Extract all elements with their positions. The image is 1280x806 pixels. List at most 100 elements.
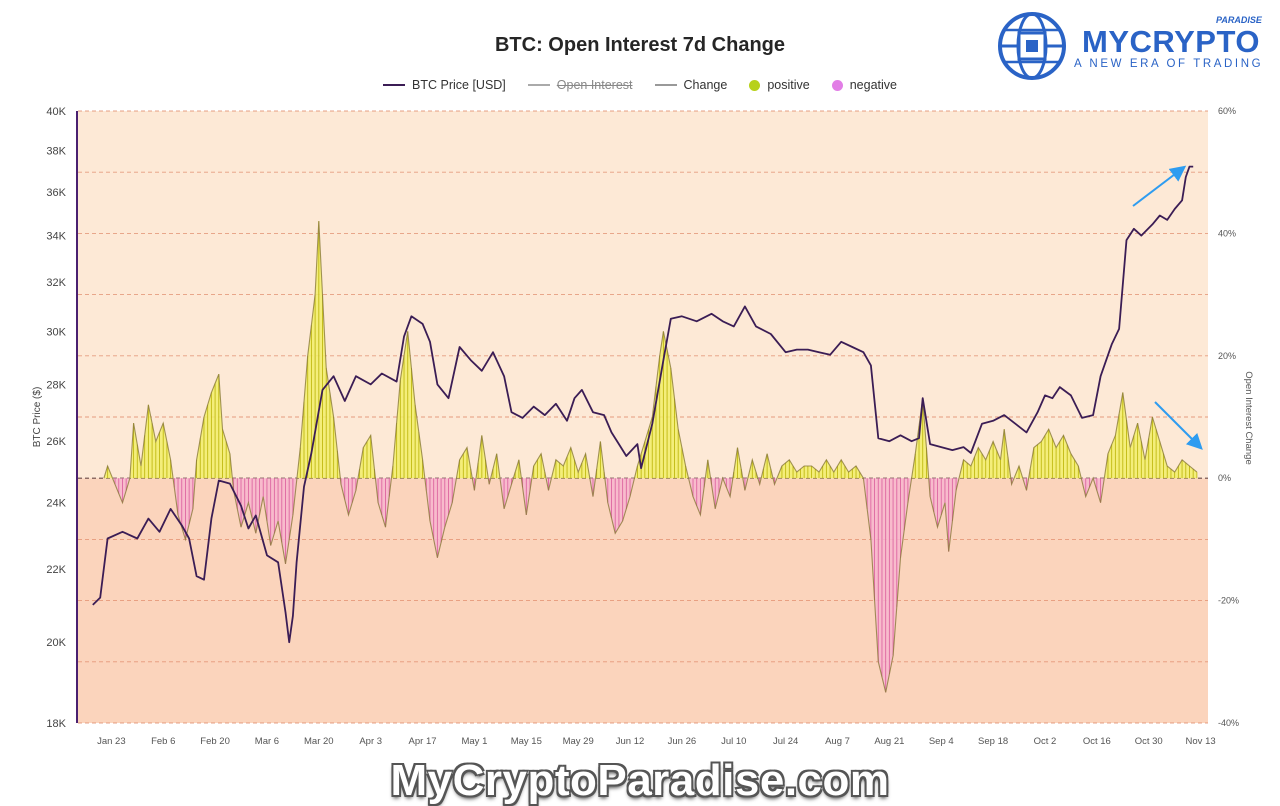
x-tick-label: Aug 21 bbox=[874, 736, 904, 747]
change-area-positive bbox=[959, 429, 1011, 479]
x-tick-label: Mar 20 bbox=[304, 736, 334, 747]
legend-label-price: BTC Price [USD] bbox=[412, 78, 506, 92]
y-right-tick-label: 0% bbox=[1218, 473, 1231, 483]
change-area-negative bbox=[773, 478, 777, 485]
y-right-tick-label: -20% bbox=[1218, 596, 1239, 606]
grid-lines bbox=[78, 110, 1208, 724]
y-left-tick-label: 30K bbox=[46, 326, 66, 338]
y-right-axis-label: Open Interest Change bbox=[1243, 371, 1254, 464]
change-area-negative bbox=[173, 478, 196, 540]
change-area-negative bbox=[112, 478, 130, 503]
x-tick-label: May 1 bbox=[461, 736, 487, 747]
series-lines bbox=[92, 165, 1198, 693]
change-area-negative bbox=[928, 478, 959, 552]
y-right-tick-label: -40% bbox=[1218, 718, 1239, 728]
legend-item-price[interactable]: BTC Price [USD] bbox=[383, 78, 506, 92]
change-area-positive bbox=[761, 453, 773, 479]
change-area-positive bbox=[747, 459, 758, 479]
y-left-tick-label: 34K bbox=[46, 231, 66, 243]
y-right-tick-label: 60% bbox=[1218, 106, 1236, 116]
change-area-positive bbox=[129, 404, 174, 479]
x-tick-label: Feb 20 bbox=[200, 736, 230, 747]
y-left-tick-label: 20K bbox=[46, 637, 66, 649]
x-tick-label: Feb 6 bbox=[151, 736, 175, 747]
change-area-negative bbox=[488, 478, 491, 485]
x-tick-label: Oct 2 bbox=[1034, 736, 1057, 747]
change-area-negative bbox=[424, 478, 457, 558]
change-area-positive bbox=[513, 459, 522, 479]
change-area-positive bbox=[296, 221, 341, 479]
change-area-negative bbox=[340, 478, 358, 515]
arrow-down-right bbox=[1154, 401, 1203, 450]
x-tick-label: Aug 7 bbox=[825, 736, 850, 747]
change-area-positive bbox=[634, 331, 689, 479]
plot-bg-lower bbox=[78, 478, 1208, 723]
change-area-negative bbox=[472, 478, 477, 491]
change-area-negative bbox=[1081, 478, 1094, 497]
change-area-positive bbox=[1104, 392, 1197, 479]
change-area-positive bbox=[476, 435, 489, 479]
change-area-negative bbox=[375, 478, 392, 528]
price-line bbox=[92, 165, 1194, 644]
change-area-positive bbox=[551, 447, 590, 479]
change-area-negative bbox=[499, 478, 514, 509]
legend-label-change: Change bbox=[683, 78, 728, 92]
axes: 18K 20K 22K 24K 26K 28K 30K 32K 34K 36K 38K 40K BTC … bbox=[32, 106, 1254, 747]
logo-tagline: A NEW ERA OF TRADING bbox=[1074, 58, 1264, 70]
legend-item-positive[interactable]: positive bbox=[749, 78, 810, 92]
change-area-negative bbox=[1022, 478, 1029, 491]
x-tick-label: Jul 10 bbox=[721, 736, 746, 747]
x-tick-label: Oct 30 bbox=[1135, 736, 1163, 747]
change-area-positive bbox=[1014, 466, 1023, 479]
y-left-tick-label: 32K bbox=[46, 277, 66, 289]
plot-background bbox=[78, 111, 1208, 723]
change-area-negative bbox=[1010, 478, 1015, 485]
change-area bbox=[103, 221, 1198, 693]
x-tick-label: Nov 13 bbox=[1186, 736, 1216, 747]
brand-logo: PARADISE MYCRYPTO A NEW ERA OF TRADING bbox=[996, 10, 1268, 82]
legend: BTC Price [USD] Open Interest Change pos… bbox=[0, 78, 1280, 92]
change-area-negative bbox=[742, 478, 748, 491]
logo-superscript: PARADISE bbox=[1216, 15, 1262, 25]
legend-item-open-interest[interactable]: Open Interest bbox=[527, 78, 633, 92]
y-left-tick-label: 22K bbox=[46, 564, 66, 576]
change-area-positive bbox=[705, 459, 711, 479]
change-area-negative bbox=[1093, 478, 1105, 503]
change-area-negative bbox=[546, 478, 552, 491]
change-area-positive bbox=[595, 441, 605, 479]
x-tick-label: Sep 4 bbox=[929, 736, 954, 747]
x-tick-label: Jan 23 bbox=[97, 736, 126, 747]
change-area-positive bbox=[490, 453, 500, 479]
logo-brand: MYCRYPTO bbox=[1082, 24, 1260, 59]
x-tick-label: Jun 12 bbox=[616, 736, 645, 747]
change-area-negative bbox=[604, 478, 635, 534]
change-line bbox=[103, 221, 1198, 693]
change-area-negative bbox=[232, 478, 297, 564]
legend-swatch-open-interest bbox=[527, 84, 550, 86]
legend-label-open-interest: Open Interest bbox=[556, 78, 633, 92]
change-area-positive bbox=[777, 459, 864, 479]
x-tick-label: Sep 18 bbox=[978, 736, 1008, 747]
x-tick-label: Jul 24 bbox=[773, 736, 798, 747]
arrow-up-right bbox=[1132, 165, 1187, 207]
change-area-positive bbox=[531, 453, 547, 479]
y-left-axis-label: BTC Price ($) bbox=[32, 387, 43, 448]
change-area-negative bbox=[688, 478, 706, 515]
change-area-positive bbox=[391, 331, 425, 479]
x-tick-label: Apr 3 bbox=[359, 736, 382, 747]
legend-item-change[interactable]: Change bbox=[654, 78, 728, 92]
x-tick-label: May 15 bbox=[511, 736, 542, 747]
x-tick-label: Jun 26 bbox=[668, 736, 697, 747]
change-area-negative bbox=[757, 478, 762, 485]
y-left-tick-label: 38K bbox=[46, 145, 66, 157]
legend-item-negative[interactable]: negative bbox=[831, 78, 897, 92]
legend-swatch-price bbox=[383, 84, 406, 86]
change-area-positive bbox=[195, 374, 233, 479]
change-area-positive bbox=[358, 435, 376, 479]
legend-swatch-change bbox=[654, 84, 677, 86]
y-left-tick-label: 24K bbox=[46, 498, 66, 510]
watermark-text: MyCryptoParadise.com bbox=[390, 756, 890, 805]
change-area-negative bbox=[863, 478, 912, 693]
change-area-negative bbox=[521, 478, 532, 515]
